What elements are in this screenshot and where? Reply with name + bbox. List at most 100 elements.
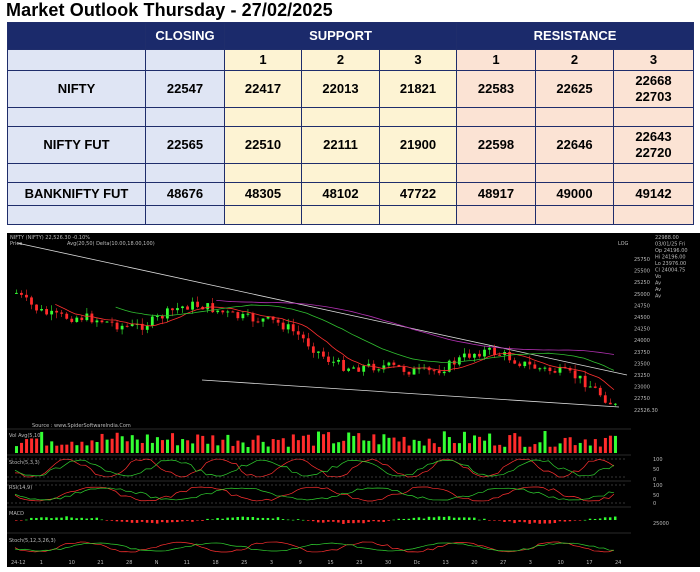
candle-body [150,316,154,326]
spacer-row [7,107,695,127]
macd-bar [211,519,214,521]
chart-canvas: NIFTY (NIFTY) 22,526.30 -0.10% Price Avg… [7,235,631,566]
macd-bar [70,517,73,520]
candle-body [327,356,330,362]
macd-bar [598,518,602,520]
candle-body [473,353,476,358]
volume-bar [221,439,225,453]
x-axis-label: 20 [471,560,477,566]
macd-bar [40,517,43,520]
volume-bar [533,444,537,453]
macd-bar [588,518,592,520]
volume-bar [347,432,351,453]
volume-bar [513,433,517,453]
indicator-axis-tick: 0 [653,477,656,483]
volume-bar [236,440,240,453]
volume-bar [311,445,315,453]
price-chart: NIFTY (NIFTY) 22,526.30 -0.10% Price Avg… [7,233,631,567]
candle-body [301,334,305,339]
candle-body [317,351,320,353]
candle-body [206,303,210,310]
macd-bar [447,516,451,520]
candle-body [145,325,149,330]
support-level-2: 2 [301,49,380,71]
macd-bar [372,520,375,522]
candle-body [543,367,547,369]
candle-body [226,311,230,313]
candle-body [100,320,104,323]
price-axis-tick: 23750 [634,350,650,356]
macd-bar [402,518,406,520]
candle-body [211,303,215,313]
candle-body [296,331,300,335]
support-3-value: 47722 [379,182,457,206]
header-blank [7,22,146,50]
volume-label: Vol Avg(5,10) [9,433,42,439]
candle-body [392,362,396,365]
volume-bar [427,438,431,453]
macd-bar [528,520,531,524]
macd-bar [35,517,38,520]
macd-bar [231,517,234,520]
volume-bar [437,446,441,453]
x-axis-label: 27 [500,560,506,566]
candle-body [468,353,471,358]
macd-bar [382,520,385,522]
macd-bar [327,520,330,522]
candle-body [493,347,496,355]
candle-body [15,292,18,294]
candle-body [291,324,295,332]
x-axis-label: 28 [126,560,132,566]
volume-bar [598,446,602,453]
support-2-value: 22013 [301,70,380,108]
volume-bar [468,443,471,453]
x-axis-label: 9 [299,560,302,566]
candle-body [306,338,310,347]
volume-bar [171,433,175,453]
candle-body [513,360,517,364]
price-axis-tick: 24000 [634,338,650,344]
volume-bar [30,438,34,453]
macd-bar [125,520,129,522]
candle-body [417,368,421,370]
candle-body [377,369,381,371]
resistance-1-value: 22583 [456,70,536,108]
volume-bar [266,446,270,453]
macd-bar [357,520,360,523]
x-axis-label: 11 [184,560,190,566]
candle-body [397,364,401,367]
price-axis-tick: 25500 [634,269,650,275]
candle-body [508,352,512,361]
macd-bar [186,520,189,521]
macd-bar [432,517,436,520]
resistance-2-value: 22646 [535,126,614,164]
volume-bar [241,442,245,453]
macd-bar [412,517,416,520]
volume-bar [296,440,300,453]
macd-bar [226,517,229,520]
volume-bar [135,439,139,453]
candle-body [186,306,189,310]
candle-body [130,324,134,327]
volume-bar [483,440,487,453]
moving-average-fast [55,303,615,391]
closing-value: 48676 [145,182,225,206]
candle-body [65,313,69,319]
candle-body [120,325,124,330]
macd-bar [100,519,104,521]
levels-table: CLOSING SUPPORT RESISTANCE 1 2 3 1 2 3 N… [7,22,695,225]
info-panel-line: Lo 23976.00 [655,261,686,267]
volume-bar [452,443,456,453]
volume-bar [166,439,169,453]
spacer-row [7,163,695,183]
volume-bar [462,431,466,453]
ma-legend: Avg(20,50) Delta(10.00,18.00,100) [67,241,155,247]
row-name: BANKNIFTY FUT [7,182,146,206]
candle-body [196,301,199,307]
candle-body [35,304,38,311]
x-axis-label: 15 [327,560,333,566]
macd-bar [221,518,224,520]
volume-bar [377,444,381,453]
resistance-1-value: 22598 [456,126,536,164]
candle-body [357,367,361,372]
